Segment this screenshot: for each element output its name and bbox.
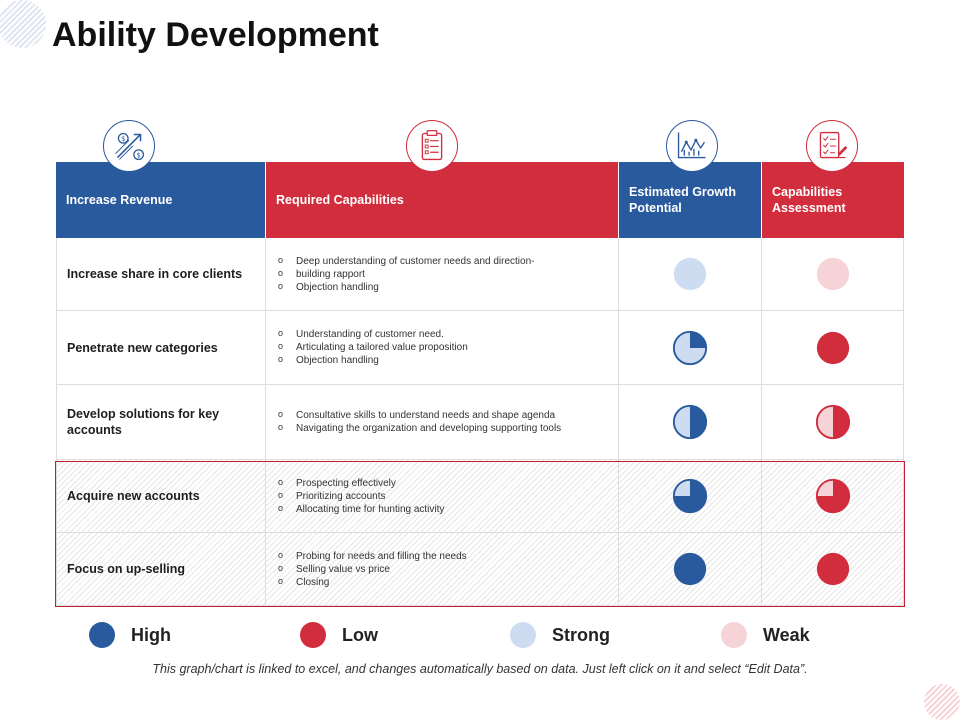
header-required-capabilities: Required Capabilities bbox=[266, 162, 619, 238]
capability-item: Prospecting effectively bbox=[276, 476, 444, 490]
table-row-name: Focus on up-selling bbox=[56, 533, 266, 606]
capability-item: Allocating time for hunting activity bbox=[276, 502, 444, 516]
table-row-name: Increase share in core clients bbox=[56, 238, 266, 311]
growth-potential-indicator bbox=[619, 385, 762, 460]
table-row-name: Acquire new accounts bbox=[56, 460, 266, 533]
harvey-ball-icon bbox=[672, 478, 708, 514]
capability-item: Selling value vs price bbox=[276, 562, 467, 576]
line-chart-icon bbox=[666, 120, 718, 172]
assessment-indicator bbox=[762, 385, 904, 460]
decorative-circle-bottom-right bbox=[924, 684, 960, 720]
capability-item: Deep understanding of customer needs and… bbox=[276, 254, 534, 268]
growth-potential-indicator bbox=[619, 533, 762, 606]
legend-label: High bbox=[131, 624, 171, 645]
assessment-indicator bbox=[762, 311, 904, 385]
harvey-ball-icon bbox=[672, 330, 708, 365]
legend-dot-weak bbox=[721, 622, 747, 648]
growth-potential-indicator bbox=[619, 238, 762, 311]
harvey-ball-icon bbox=[816, 331, 849, 364]
harvey-ball-icon bbox=[815, 478, 850, 514]
assessment-indicator bbox=[762, 533, 904, 606]
legend-label: Low bbox=[342, 624, 378, 645]
harvey-ball-icon bbox=[816, 257, 849, 291]
legend-item-weak: Weak bbox=[721, 622, 810, 648]
table-row-capabilities: Deep understanding of customer needs and… bbox=[266, 238, 619, 311]
legend-label: Weak bbox=[763, 624, 810, 645]
legend-dot-low bbox=[300, 622, 326, 648]
legend-item-high: High bbox=[89, 622, 171, 648]
harvey-ball-icon bbox=[816, 552, 849, 586]
capability-item: building rapport bbox=[276, 267, 534, 281]
capability-item: Closing bbox=[276, 575, 467, 589]
harvey-ball-icon bbox=[673, 257, 707, 291]
assessment-indicator bbox=[762, 460, 904, 533]
page-title: Ability Development bbox=[52, 16, 379, 54]
legend-dot-high bbox=[89, 622, 115, 648]
table-row-capabilities: Probing for needs and filling the needs … bbox=[266, 533, 619, 606]
assessment-report-icon bbox=[806, 120, 858, 172]
capability-item: Navigating the organization and developi… bbox=[276, 421, 561, 435]
harvey-ball-icon bbox=[673, 552, 707, 586]
capability-item: Objection handling bbox=[276, 280, 534, 294]
revenue-growth-icon: $ $ bbox=[103, 120, 155, 172]
capability-item: Consultative skills to understand needs … bbox=[276, 408, 561, 422]
table-row-name: Develop solutions for key accounts bbox=[56, 385, 266, 460]
harvey-ball-icon bbox=[672, 404, 708, 440]
table-row-capabilities: Prospecting effectively Prioritizing acc… bbox=[266, 460, 619, 533]
growth-potential-indicator bbox=[619, 460, 762, 533]
capability-item: Objection handling bbox=[276, 353, 468, 367]
assessment-indicator bbox=[762, 238, 904, 311]
capability-item: Prioritizing accounts bbox=[276, 489, 444, 503]
table-row-capabilities: Consultative skills to understand needs … bbox=[266, 385, 619, 460]
header-estimated-growth-potential: Estimated Growth Potential bbox=[619, 162, 762, 238]
growth-potential-indicator bbox=[619, 311, 762, 385]
decorative-circle-top-left bbox=[0, 0, 46, 48]
capability-item: Articulating a tailored value propositio… bbox=[276, 340, 468, 354]
capability-item: Understanding of customer need. bbox=[276, 327, 468, 341]
legend-item-low: Low bbox=[300, 622, 378, 648]
svg-text:$: $ bbox=[136, 152, 140, 160]
header-increase-revenue: Increase Revenue bbox=[56, 162, 266, 238]
footnote: This graph/chart is linked to excel, and… bbox=[152, 662, 808, 676]
clipboard-checklist-icon bbox=[406, 120, 458, 172]
legend-item-strong: Strong bbox=[510, 622, 610, 648]
table-row-capabilities: Understanding of customer need. Articula… bbox=[266, 311, 619, 385]
table-row-name: Penetrate new categories bbox=[56, 311, 266, 385]
svg-text:$: $ bbox=[121, 135, 125, 143]
capability-item: Probing for needs and filling the needs bbox=[276, 549, 467, 563]
header-capabilities-assessment: Capabilities Assessment bbox=[762, 162, 904, 238]
capabilities-table: Increase Revenue Required Capabilities E… bbox=[56, 162, 904, 606]
harvey-ball-icon bbox=[815, 404, 850, 440]
legend-dot-strong bbox=[510, 622, 536, 648]
legend-label: Strong bbox=[552, 624, 610, 645]
